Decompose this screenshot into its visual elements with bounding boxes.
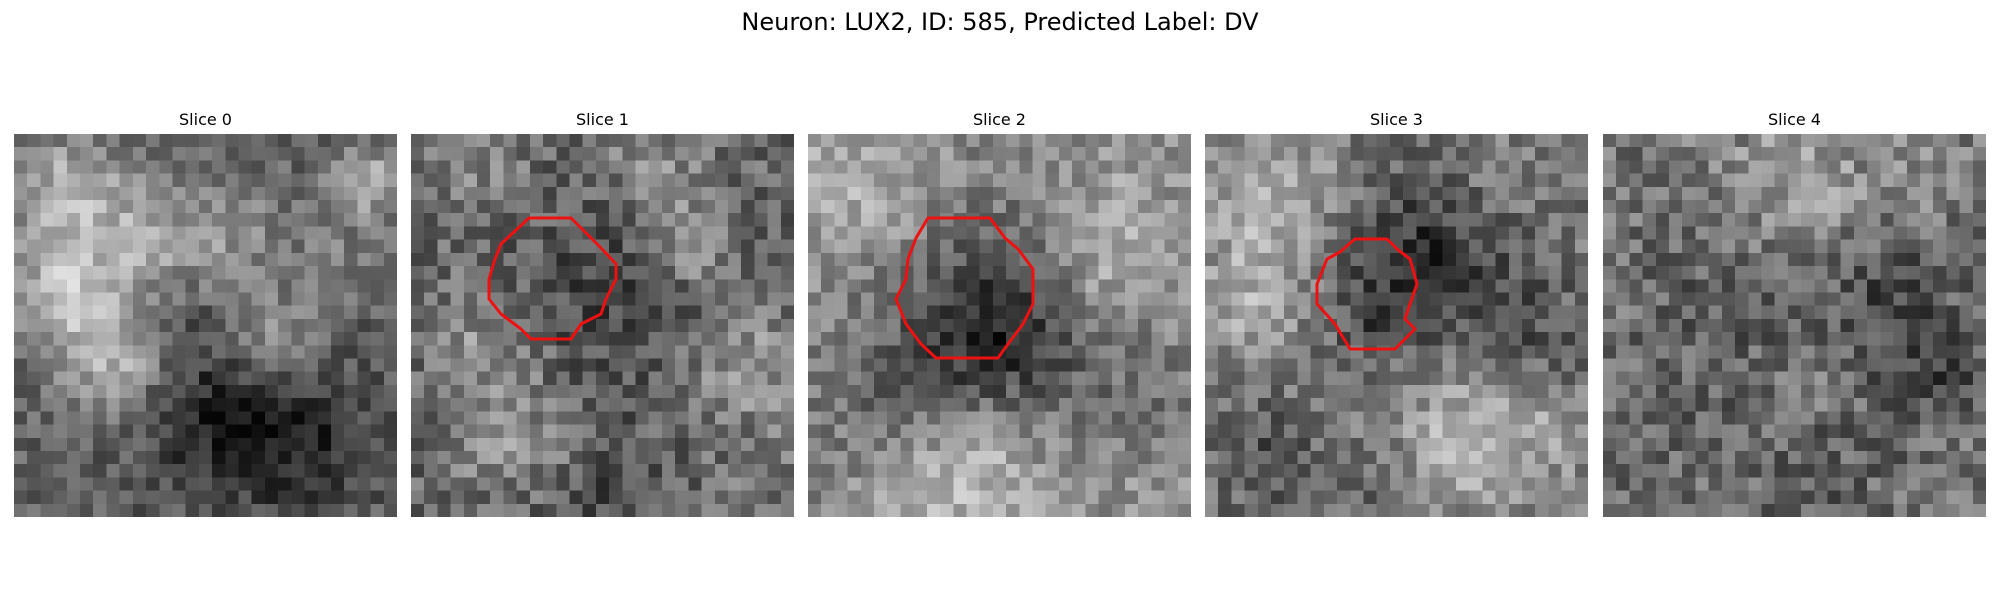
figure-title: Neuron: LUX2, ID: 585, Predicted Label: … [741,8,1259,36]
slice-image [411,134,794,517]
slice-title: Slice 1 [576,110,629,129]
slice-title: Slice 0 [179,110,232,129]
slice-canvas [14,134,397,517]
slice-title: Slice 3 [1370,110,1423,129]
slice-image [14,134,397,517]
roi-contour-overlay [894,216,1035,360]
slice-canvas [1603,134,1986,517]
roi-contour [487,216,618,341]
slice-title: Slice 4 [1768,110,1821,129]
roi-contour-overlay [1315,237,1419,351]
slice-image [1205,134,1588,517]
slice-title: Slice 2 [973,110,1026,129]
roi-contour-overlay [487,216,618,341]
roi-contour [894,216,1035,360]
slice-canvas [808,134,1191,517]
slice-canvas [411,134,794,517]
slice-image [1603,134,1986,517]
slice-canvas [1205,134,1588,517]
slice-image [808,134,1191,517]
roi-contour [1315,237,1419,351]
